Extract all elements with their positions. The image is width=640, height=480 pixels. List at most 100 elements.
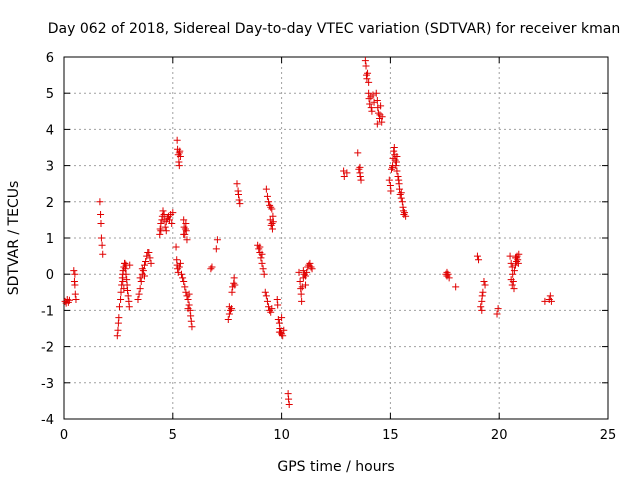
- data-point: [267, 221, 275, 229]
- data-point: [391, 156, 399, 164]
- data-point: [478, 306, 486, 314]
- data-point: [147, 259, 155, 267]
- data-point: [176, 153, 184, 161]
- data-point: [182, 288, 190, 296]
- data-point: [180, 277, 188, 285]
- data-point: [340, 167, 348, 175]
- data-point: [377, 102, 385, 110]
- data-point: [507, 276, 515, 284]
- data-point: [122, 270, 130, 278]
- y-tick-label: 2: [46, 196, 54, 211]
- data-point: [508, 263, 516, 271]
- x-tick-label: 10: [273, 428, 290, 443]
- data-point: [114, 326, 122, 334]
- data-point: [265, 303, 273, 311]
- data-point: [98, 241, 106, 249]
- data-point: [514, 259, 522, 267]
- data-point: [225, 310, 233, 318]
- data-point: [389, 163, 397, 171]
- data-point: [479, 288, 487, 296]
- data-point: [374, 109, 382, 117]
- data-point: [141, 261, 149, 269]
- data-point: [70, 267, 78, 275]
- data-point: [115, 303, 123, 311]
- data-point: [182, 220, 190, 228]
- data-point: [97, 210, 105, 218]
- data-point: [262, 185, 270, 193]
- data-point: [173, 136, 181, 144]
- data-point: [187, 312, 195, 320]
- data-point: [121, 265, 129, 273]
- data-point: [444, 270, 452, 278]
- data-point: [397, 189, 405, 197]
- data-point: [166, 216, 174, 224]
- data-point: [475, 256, 483, 264]
- data-point: [208, 263, 216, 271]
- y-tick-label: -3: [41, 377, 54, 392]
- data-point: [228, 288, 236, 296]
- data-point: [297, 290, 305, 298]
- data-point: [295, 268, 303, 276]
- grid-lines: [64, 57, 608, 419]
- y-tick-label: 3: [46, 160, 54, 175]
- data-point: [181, 283, 189, 291]
- data-point: [226, 306, 234, 314]
- data-point: [224, 315, 232, 323]
- data-point: [368, 107, 376, 115]
- data-point: [172, 243, 180, 251]
- data-point: [387, 165, 395, 173]
- data-point: [402, 212, 410, 220]
- data-point: [268, 205, 276, 213]
- data-point: [180, 223, 188, 231]
- data-point: [355, 165, 363, 173]
- y-tick-label: 6: [46, 51, 54, 66]
- data-point: [510, 267, 518, 275]
- data-point: [180, 216, 188, 224]
- data-point: [235, 196, 243, 204]
- data-point: [261, 288, 269, 296]
- data-point: [156, 225, 164, 233]
- y-tick-label: -4: [41, 413, 54, 428]
- y-tick-label: 1: [46, 232, 54, 247]
- data-point: [393, 167, 401, 175]
- data-point: [184, 305, 192, 313]
- data-point: [136, 274, 144, 282]
- data-point: [445, 274, 453, 282]
- data-point: [142, 258, 150, 266]
- data-point: [187, 317, 195, 325]
- data-point: [179, 274, 187, 282]
- data-point: [296, 277, 304, 285]
- data-point: [160, 210, 168, 218]
- data-point: [452, 283, 460, 291]
- data-point: [275, 328, 283, 336]
- data-point: [157, 220, 165, 228]
- data-point: [174, 265, 182, 273]
- data-point: [298, 297, 306, 305]
- y-tick-label: -2: [41, 341, 54, 356]
- data-point: [99, 250, 107, 258]
- data-point: [158, 212, 166, 220]
- data-point: [509, 270, 517, 278]
- data-point: [267, 203, 275, 211]
- data-point: [362, 62, 370, 70]
- data-point: [390, 144, 398, 151]
- data-point: [299, 267, 307, 275]
- data-point: [159, 207, 167, 215]
- data-point: [184, 296, 192, 304]
- data-point: [268, 225, 276, 233]
- data-point: [136, 285, 144, 293]
- data-point: [279, 332, 287, 340]
- data-point: [175, 149, 183, 157]
- data-point: [175, 263, 183, 271]
- data-point: [480, 277, 488, 285]
- x-tick-label: 0: [60, 428, 68, 443]
- data-point: [478, 292, 486, 300]
- y-axis-label: SDTVAR / TECUs: [6, 181, 22, 296]
- data-point: [396, 185, 404, 193]
- data-point: [400, 210, 408, 218]
- x-tick-label: 15: [382, 428, 399, 443]
- data-point: [340, 172, 348, 180]
- data-point: [117, 288, 125, 296]
- data-point: [260, 270, 268, 278]
